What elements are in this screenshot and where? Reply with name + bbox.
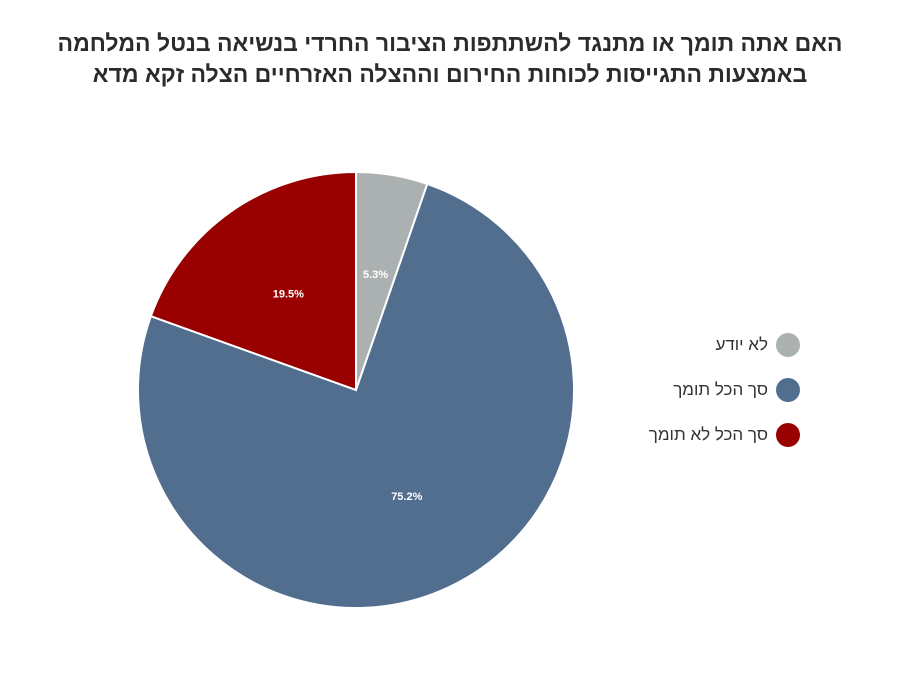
legend-swatch xyxy=(776,378,800,402)
legend-swatch xyxy=(776,423,800,447)
chart-title: האם אתה תומך או מתנגד להשתתפות הציבור הח… xyxy=(40,28,860,90)
data-label: 19.5% xyxy=(273,289,304,301)
legend-label: לא יודע xyxy=(715,335,768,354)
data-label: 75.2% xyxy=(391,491,422,503)
slice-total-not-support xyxy=(149,170,357,392)
legend-label: סך הכל תומך xyxy=(673,380,768,399)
data-label: 5.3% xyxy=(363,269,388,281)
slice-total-support xyxy=(137,182,575,609)
legend: לא יודע סך הכל תומך סך הכל לא תומך xyxy=(610,330,800,465)
chart-title-line-1: האם אתה תומך או מתנגד להשתתפות הציבור הח… xyxy=(57,30,843,56)
legend-item-total-support: סך הכל תומך xyxy=(610,375,800,405)
legend-item-dont-know: לא יודע xyxy=(610,330,800,360)
legend-item-total-not-support: סך הכל לא תומך xyxy=(610,420,800,450)
legend-swatch xyxy=(776,333,800,357)
legend-label: סך הכל לא תומך xyxy=(648,425,768,444)
chart-title-line-2: באמצעות התגייסות לכוחות החירום וההצלה הא… xyxy=(92,61,808,87)
